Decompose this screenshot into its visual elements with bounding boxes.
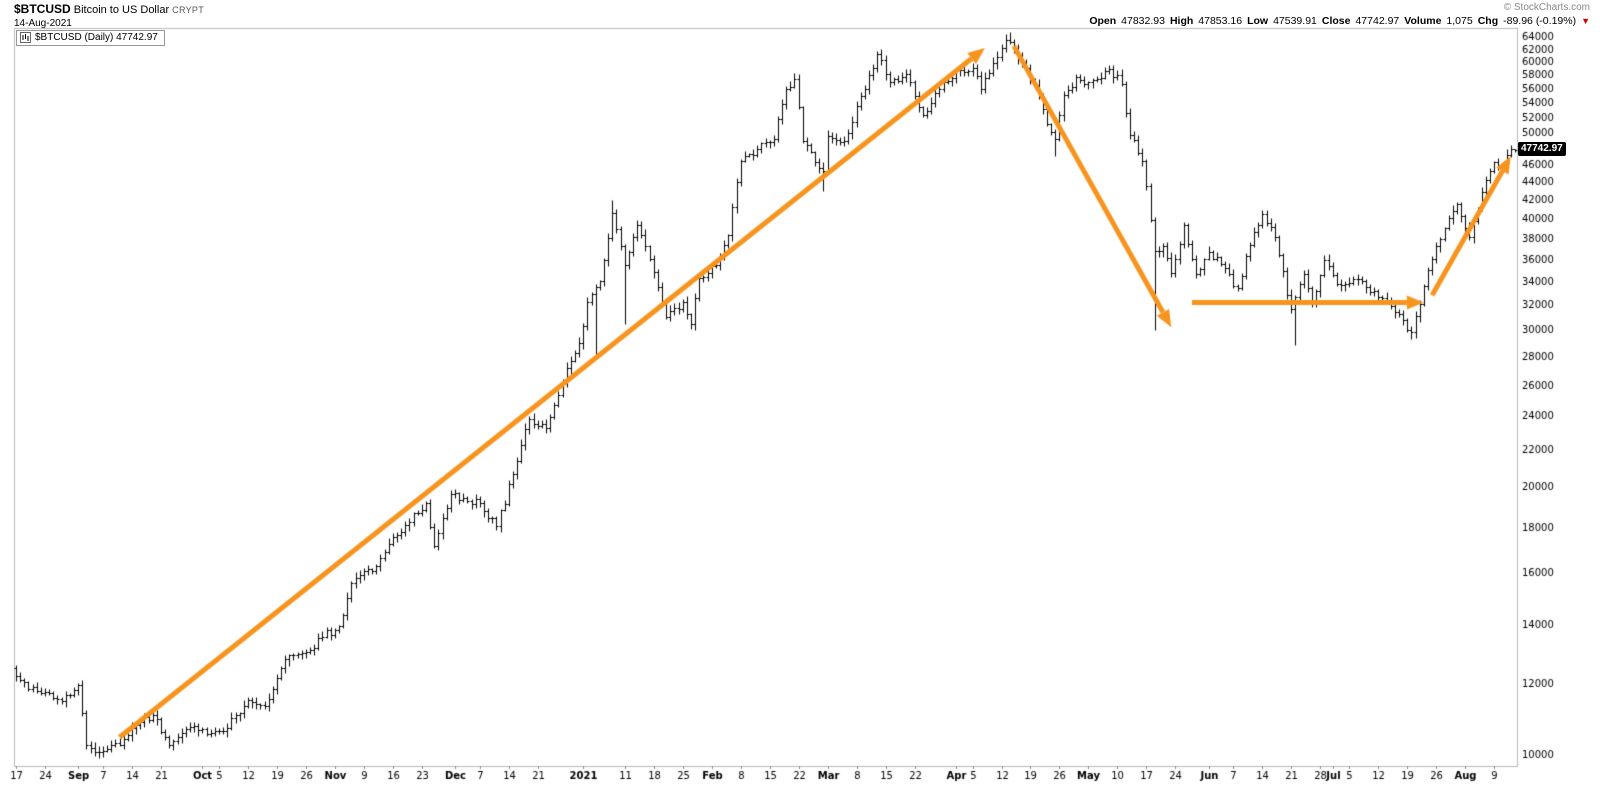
high-value: 47853.16	[1198, 14, 1243, 27]
last-price-tag: 47742.97	[1518, 142, 1566, 157]
chg-value: -89.96 (-0.19%)	[1503, 14, 1577, 27]
close-label: Close	[1321, 14, 1351, 27]
chart-header-right: © StockCharts.com Open 47832.93 High 478…	[1089, 2, 1590, 27]
open-label: Open	[1089, 14, 1117, 27]
chg-down-icon: ▼	[1581, 15, 1590, 26]
chg-label: Chg	[1477, 14, 1499, 27]
low-label: Low	[1247, 14, 1269, 27]
chart-header: $BTCUSD Bitcoin to US Dollar CRYPT 14-Au…	[14, 2, 205, 29]
symbol: $BTCUSD	[14, 2, 71, 16]
high-label: High	[1169, 14, 1194, 27]
chart-legend: $BTCUSD (Daily) 47742.97	[16, 30, 165, 46]
close-value: 47742.97	[1355, 14, 1400, 27]
volume-label: Volume	[1404, 14, 1442, 27]
symbol-name: Bitcoin to US Dollar	[73, 4, 170, 16]
copyright: © StockCharts.com	[1503, 2, 1590, 13]
open-value: 47832.93	[1121, 14, 1165, 27]
volume-value: 1,075	[1446, 14, 1473, 27]
quote-line: Open 47832.93 High 47853.16 Low 47539.91…	[1089, 15, 1590, 27]
legend-text: $BTCUSD (Daily) 47742.97	[35, 32, 158, 43]
chart-date: 14-Aug-2021	[14, 17, 72, 29]
exchange-tag: CRYPT	[172, 5, 205, 15]
low-value: 47539.91	[1273, 14, 1317, 27]
chart-style-icon	[20, 32, 31, 43]
chart-title: $BTCUSD Bitcoin to US Dollar CRYPT	[14, 2, 205, 17]
